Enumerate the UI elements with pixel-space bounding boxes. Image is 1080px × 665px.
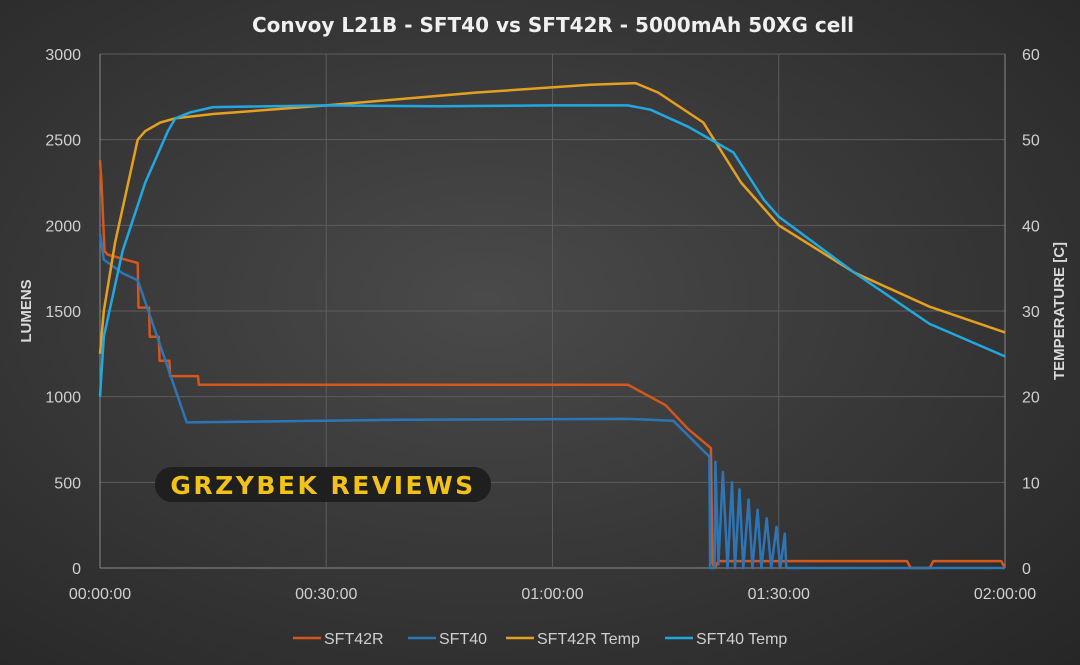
- y2-tick-label: 40: [1022, 218, 1040, 235]
- legend-label: SFT42R: [324, 631, 384, 648]
- y-tick-label: 0: [72, 561, 81, 578]
- x-tick-label: 01:00:00: [521, 586, 583, 603]
- legend-label: SFT42R Temp: [537, 631, 640, 648]
- y-tick-label: 500: [54, 475, 81, 492]
- legend-label: SFT40 Temp: [696, 631, 787, 648]
- y-tick-label: 3000: [45, 47, 81, 64]
- series-group: [98, 81, 1007, 570]
- chart-title: Convoy L21B - SFT40 vs SFT42R - 5000mAh …: [252, 13, 854, 37]
- y2-tick-label: 60: [1022, 47, 1040, 64]
- y2-tick-label: 10: [1022, 475, 1040, 492]
- legend: SFT42R SFT40 SFT42R Temp SFT40 Temp: [293, 631, 787, 648]
- series-line-sft40-temp: [98, 104, 1006, 397]
- legend-label: SFT40: [439, 631, 487, 648]
- svg-text:GRZYBEK REVIEWS: GRZYBEK REVIEWS: [170, 471, 475, 500]
- axis-ticks: 0 500 1000 1500 2000 2500 3000 0 10 20 30 40 50 60 00:…: [45, 47, 1039, 603]
- series-line-sft42r: [98, 160, 1007, 570]
- y2-axis-label: TEMPERATURE [C]: [1051, 242, 1068, 380]
- y2-tick-label: 20: [1022, 390, 1040, 407]
- x-tick-label: 00:00:00: [69, 586, 131, 603]
- watermark-logo: GRZYBEK REVIEWS: [155, 467, 491, 502]
- y-tick-label: 2000: [45, 218, 81, 235]
- y-axis-label: LUMENS: [18, 279, 35, 342]
- y-tick-label: 2500: [45, 133, 81, 150]
- y2-tick-label: 0: [1022, 561, 1031, 578]
- x-tick-label: 01:30:00: [748, 586, 810, 603]
- x-tick-label: 02:00:00: [974, 586, 1036, 603]
- y2-tick-label: 50: [1022, 133, 1040, 150]
- series-line-sft40: [98, 233, 1005, 570]
- series-line-sft42r-temp: [98, 81, 1006, 354]
- x-tick-label: 00:30:00: [295, 586, 357, 603]
- y-tick-label: 1500: [45, 304, 81, 321]
- y-tick-label: 1000: [45, 390, 81, 407]
- y2-tick-label: 30: [1022, 304, 1040, 321]
